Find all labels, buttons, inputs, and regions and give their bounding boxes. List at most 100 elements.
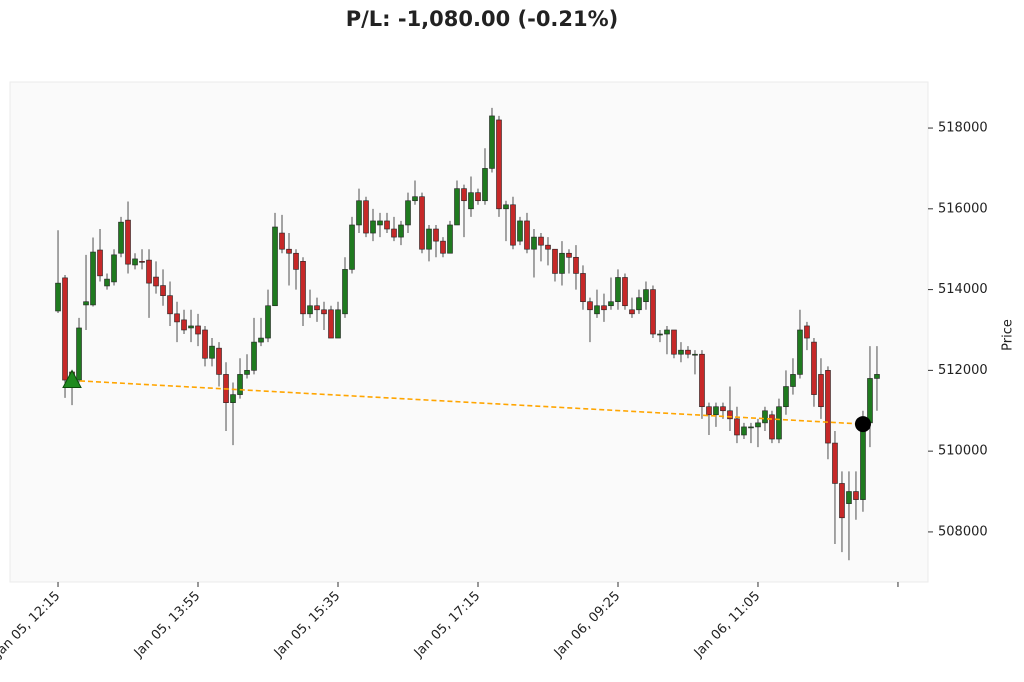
y-tick-label: 514000: [938, 282, 988, 297]
candle-body: [272, 226, 278, 307]
candle-body: [615, 277, 621, 303]
candle-body: [412, 196, 418, 202]
candle-body: [482, 168, 488, 202]
x-tick-label: Jan 05, 17:15: [411, 589, 483, 661]
candle-body: [454, 188, 460, 226]
candle-body: [237, 374, 243, 395]
candle-body: [104, 278, 110, 287]
candle-body: [853, 491, 859, 500]
candle-body: [545, 244, 551, 250]
candle-body: [62, 277, 68, 381]
candle-body: [139, 261, 145, 263]
candle-body: [405, 200, 411, 226]
candle-body: [321, 309, 327, 315]
y-tick-label: 510000: [938, 444, 988, 459]
candle-body: [244, 370, 250, 375]
candle-body: [55, 282, 61, 312]
candle-body: [125, 219, 131, 265]
candle-body: [461, 188, 467, 202]
candle-body: [573, 256, 579, 274]
candle-body: [468, 192, 474, 210]
candle-body: [195, 325, 201, 335]
candle-body: [384, 220, 390, 230]
candle-body: [153, 276, 159, 287]
candle-body: [293, 252, 299, 270]
candle-body: [363, 200, 369, 234]
candle-body: [846, 491, 852, 504]
candle-body: [510, 204, 516, 246]
candle-body: [706, 406, 712, 416]
candle-body: [713, 406, 719, 416]
candle-body: [804, 325, 810, 339]
candle-body: [230, 394, 236, 403]
candle-body: [692, 353, 698, 356]
candle-body: [160, 285, 166, 296]
candle-body: [643, 289, 649, 303]
candle-body: [328, 309, 334, 339]
candle-body: [748, 426, 754, 429]
x-tick-label: Jan 06, 09:25: [551, 589, 623, 661]
candle-body: [83, 301, 89, 306]
y-tick-label: 516000: [938, 201, 988, 216]
candle-body: [426, 228, 432, 250]
candle-body: [818, 374, 824, 408]
candle-body: [671, 329, 677, 355]
candle-body: [517, 220, 523, 242]
x-tick-label: Jan 06, 11:05: [691, 589, 763, 661]
candle-body: [552, 248, 558, 274]
candle-body: [566, 252, 572, 258]
candle-body: [342, 269, 348, 315]
candle-body: [874, 374, 880, 379]
candle-body: [776, 406, 782, 440]
candle-body: [181, 319, 187, 331]
candle-body: [216, 347, 222, 375]
candle-body: [741, 426, 747, 436]
candle-body: [783, 386, 789, 408]
candle-body: [839, 483, 845, 519]
candle-body: [307, 305, 313, 315]
candle-body: [825, 370, 831, 444]
candle-body: [433, 228, 439, 242]
candle-body: [629, 309, 635, 315]
y-tick-label: 508000: [938, 524, 988, 539]
candle-body: [496, 119, 502, 210]
candle-body: [811, 341, 817, 395]
candle-body: [300, 261, 306, 315]
candle-body: [587, 301, 593, 311]
entry-marker: [62, 369, 82, 388]
candle-body: [797, 329, 803, 375]
candle-body: [174, 313, 180, 323]
candle-body: [685, 349, 691, 355]
candle-body: [202, 329, 208, 359]
candle-body: [727, 410, 733, 420]
candle-body: [762, 410, 768, 424]
candle-body: [370, 220, 376, 234]
candle-body: [356, 200, 362, 226]
candle-body: [608, 301, 614, 307]
candle-body: [335, 309, 341, 339]
candle-body: [146, 259, 152, 284]
candle-body: [601, 305, 607, 311]
plot-area: [9, 81, 929, 583]
candle-body: [524, 220, 530, 250]
candle-body: [860, 422, 866, 500]
candle-body: [349, 224, 355, 270]
candle-body: [678, 349, 684, 355]
candle-body: [622, 277, 628, 307]
candle-body: [790, 374, 796, 387]
candle-body: [867, 378, 873, 424]
exit-marker: [854, 416, 871, 433]
candle-body: [419, 196, 425, 250]
candle-body: [286, 248, 292, 254]
candle-body: [503, 204, 509, 210]
y-axis-label: Price: [1001, 319, 1016, 351]
candle-body: [188, 325, 194, 329]
candle-body: [314, 305, 320, 311]
candle-body: [720, 406, 726, 412]
candle-body: [559, 252, 565, 274]
x-tick-label: Jan 05, 13:55: [131, 589, 203, 661]
candle-body: [398, 224, 404, 238]
candle-body: [251, 341, 257, 371]
candle-body: [132, 258, 138, 266]
